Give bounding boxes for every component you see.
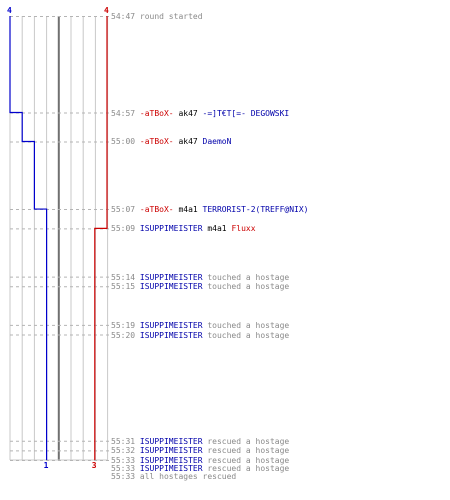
event-text-part: ISUPPIMEISTER (139, 464, 203, 473)
event-text-part: rescued a hostage (202, 446, 290, 456)
event-text-part: touched a hostage (202, 272, 290, 282)
event-row: 55:15 ISUPPIMEISTER touched a hostage (111, 281, 289, 292)
red-team-alive-line (94, 16, 108, 460)
event-text-part: touched a hostage (202, 320, 290, 330)
event-text-part: ak47 (173, 108, 203, 118)
event-time: 55:14 (111, 272, 140, 282)
event-time: 55:31 (111, 436, 140, 446)
event-text-part: all hostages rescued (139, 472, 237, 481)
event-row: 55:32 ISUPPIMEISTER rescued a hostage (111, 445, 289, 456)
red-team-end-count: 3 (91, 461, 97, 470)
event-text-part: ISUPPIMEISTER (139, 436, 203, 446)
event-text-part: round started (139, 12, 203, 21)
event-time: 55:19 (111, 320, 140, 330)
event-text-part: -aTBoX- (139, 137, 174, 147)
event-row: 55:33 all hostages rescued (111, 471, 236, 482)
event-row: 55:31 ISUPPIMEISTER rescued a hostage (111, 436, 289, 447)
event-row: 54:57 -aTBoX- ak47 -=]T€T[=- DEGOWSKI (111, 108, 289, 119)
event-text-part: touched a hostage (202, 330, 290, 340)
event-time: 55:07 (111, 205, 140, 215)
event-text-part: rescued a hostage (202, 436, 290, 446)
event-row: 55:33 ISUPPIMEISTER rescued a hostage (111, 455, 289, 466)
event-text-part: -=]T€T[=- DEGOWSKI (202, 108, 290, 118)
event-time: 55:33 (111, 464, 140, 473)
event-text-part: TERRORIST-2(TREFF@NIX) (202, 205, 309, 215)
event-row: 55:09 ISUPPIMEISTER m4a1 Fluxx (111, 223, 256, 234)
blue-team-end-count: 1 (43, 461, 49, 470)
event-text-part: -aTBoX- (139, 205, 174, 215)
event-text-part: ISUPPIMEISTER (139, 272, 203, 282)
event-time: 55:33 (111, 472, 140, 481)
event-time: 55:15 (111, 282, 140, 292)
red-team-start-count: 4 (104, 6, 109, 15)
alive-lines (9, 16, 108, 460)
event-text-part: ak47 (173, 137, 203, 147)
event-text-part: ISUPPIMEISTER (139, 282, 203, 292)
event-text-part: ISUPPIMEISTER (139, 330, 203, 340)
event-row: 55:19 ISUPPIMEISTER touched a hostage (111, 320, 289, 331)
event-dash-lines (10, 16, 110, 461)
blue-team-start-count: 4 (7, 6, 12, 15)
event-text-part: ISUPPIMEISTER (139, 320, 203, 330)
chart-grid (9, 16, 109, 461)
blue-team-alive-line (9, 16, 48, 460)
event-text-part: rescued a hostage (202, 456, 290, 465)
event-row: 55:14 ISUPPIMEISTER touched a hostage (111, 272, 289, 283)
event-row: 55:00 -aTBoX- ak47 DaemoN (111, 136, 231, 147)
event-time: 55:09 (111, 224, 140, 234)
event-text-part: touched a hostage (202, 282, 290, 292)
event-time: 55:33 (111, 456, 140, 465)
event-text-part: m4a1 (173, 205, 203, 215)
event-text-part: m4a1 (202, 224, 232, 234)
event-time: 55:00 (111, 137, 140, 147)
event-text-part: ISUPPIMEISTER (139, 456, 203, 465)
event-text-part: DaemoN (202, 137, 232, 147)
event-time: 55:32 (111, 446, 140, 456)
event-time: 54:47 (111, 12, 140, 21)
event-text-part: rescued a hostage (202, 464, 290, 473)
event-text-part: ISUPPIMEISTER (139, 446, 203, 456)
event-text-part: -aTBoX- (139, 108, 174, 118)
event-row: 55:33 ISUPPIMEISTER rescued a hostage (111, 463, 289, 474)
event-time: 55:20 (111, 330, 140, 340)
event-text-part: Fluxx (231, 224, 256, 234)
event-row: 55:20 ISUPPIMEISTER touched a hostage (111, 330, 289, 341)
event-row: 54:47 round started (111, 11, 203, 22)
event-row: 55:07 -aTBoX- m4a1 TERRORIST-2(TREFF@NIX… (111, 204, 309, 215)
event-time: 54:57 (111, 108, 140, 118)
event-text-part: ISUPPIMEISTER (139, 224, 203, 234)
